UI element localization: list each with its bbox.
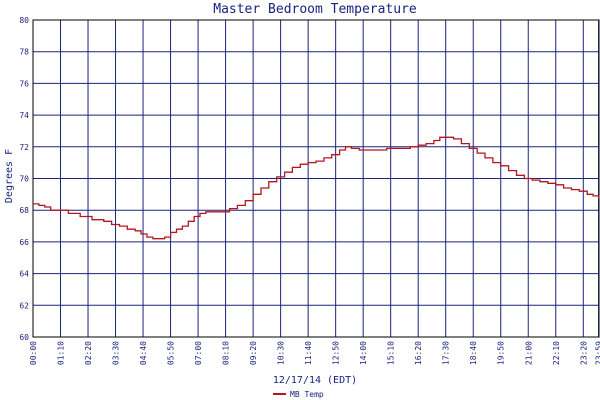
chart-title: Master Bedroom Temperature — [213, 2, 417, 17]
y-tick-label: 62 — [19, 301, 29, 310]
x-tick-label: 16:20 — [414, 341, 423, 365]
x-tick-label: 05:50 — [167, 341, 176, 365]
y-tick-label: 66 — [19, 238, 29, 247]
x-tick-label: 10:30 — [277, 341, 286, 365]
series-layer — [33, 136, 600, 240]
x-tick-label: 19:50 — [497, 341, 506, 365]
y-tick-label: 78 — [19, 48, 29, 57]
x-tick-label: 08:10 — [222, 341, 231, 365]
x-tick-label: 22:10 — [552, 341, 561, 365]
x-tick-label: 02:20 — [84, 341, 93, 365]
y-tick-label: 74 — [19, 111, 29, 120]
series-line-mb-temp — [33, 136, 600, 240]
y-tick-label: 76 — [19, 79, 29, 88]
y-tick-label: 72 — [19, 143, 29, 152]
x-tick-label: 14:00 — [359, 341, 368, 365]
x-tick-label: 11:40 — [304, 341, 313, 365]
x-axis-label: 12/17/14 (EDT) — [273, 375, 357, 386]
legend: MB Temp — [273, 390, 324, 399]
x-tick-label: 15:10 — [387, 341, 396, 365]
axis-layer: 60 62 64 66 68 70 72 74 76 78 80 00:00 01:10 02:20 03:… — [19, 16, 600, 365]
x-tick-label: 01:10 — [57, 341, 66, 365]
x-tick-label: 12:50 — [332, 341, 341, 365]
x-tick-label: 00:00 — [29, 341, 38, 365]
y-tick-label: 80 — [19, 16, 29, 25]
x-tick-label: 23:20 — [579, 341, 588, 365]
x-tick-label: 03:30 — [112, 341, 121, 365]
y-tick-label: 60 — [19, 333, 29, 342]
x-tick-label: 07:00 — [194, 341, 203, 365]
x-tick-label: 23:59 — [595, 341, 600, 365]
x-tick-label: 18:40 — [469, 341, 478, 365]
x-tick-label: 09:20 — [249, 341, 258, 365]
x-tick-label: 04:40 — [139, 341, 148, 365]
x-tick-label: 21:00 — [524, 341, 533, 365]
y-tick-label: 70 — [19, 175, 29, 184]
grid-layer — [32, 19, 600, 338]
y-tick-label: 64 — [19, 270, 29, 279]
y-tick-label: 68 — [19, 206, 29, 215]
plot-frame — [32, 19, 600, 338]
y-axis-label: Degrees F — [4, 149, 15, 203]
legend-label: MB Temp — [290, 390, 324, 399]
x-tick-label: 17:30 — [442, 341, 451, 365]
